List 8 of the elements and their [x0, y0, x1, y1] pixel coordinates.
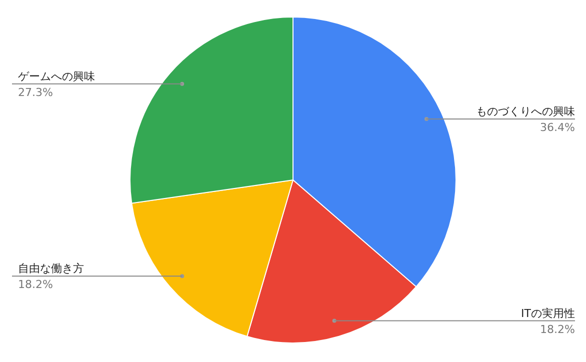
slice-label: ゲームへの興味	[18, 70, 95, 83]
slice-label: 自由な働き方	[18, 262, 84, 276]
data-label: 18.2%	[540, 322, 575, 336]
data-label: 36.4%	[540, 121, 575, 134]
data-label: 27.3%	[18, 86, 53, 99]
slice-label: ものづくりへの興味	[476, 105, 575, 118]
data-label: 18.2%	[18, 278, 53, 292]
slice-label: ITの実用性	[521, 306, 575, 320]
